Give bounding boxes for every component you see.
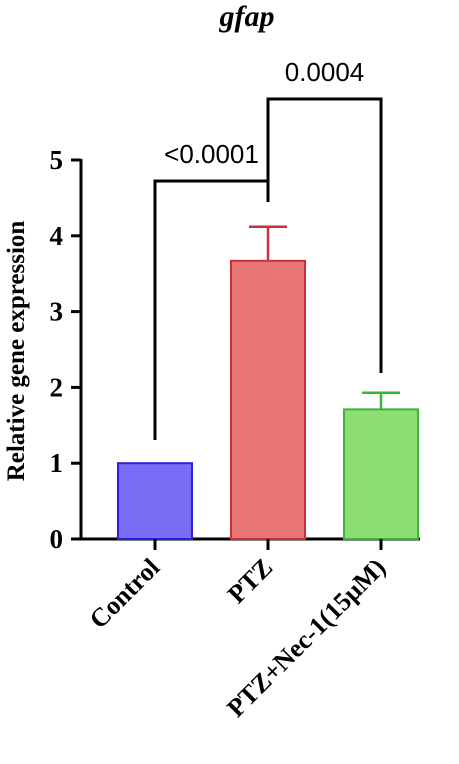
y-ticks: 0 1 2 3 4 5 [50,145,81,554]
y-axis-label: Relative gene expression [3,221,30,482]
chart-title: gfap [219,0,275,33]
x-tick-label: Control [84,553,165,634]
bar-2 [343,408,419,540]
y-tick-label: 5 [50,145,64,175]
p-value-label: 0.0004 [285,57,365,87]
significance-brackets: <0.0001 0.0004 [153,57,383,440]
bar-1 [230,259,306,540]
y-tick-label: 1 [50,448,64,478]
bars [117,259,419,541]
bar-0 [117,462,193,541]
y-tick-label: 2 [50,372,64,402]
y-tick-label: 3 [50,297,64,327]
y-tick-label: 0 [50,524,64,554]
significance-bracket [266,97,383,373]
error-bars [249,225,400,410]
p-value-label: <0.0001 [164,139,259,169]
x-tick-label: PTZ [222,553,278,609]
y-tick-label: 4 [50,221,64,251]
